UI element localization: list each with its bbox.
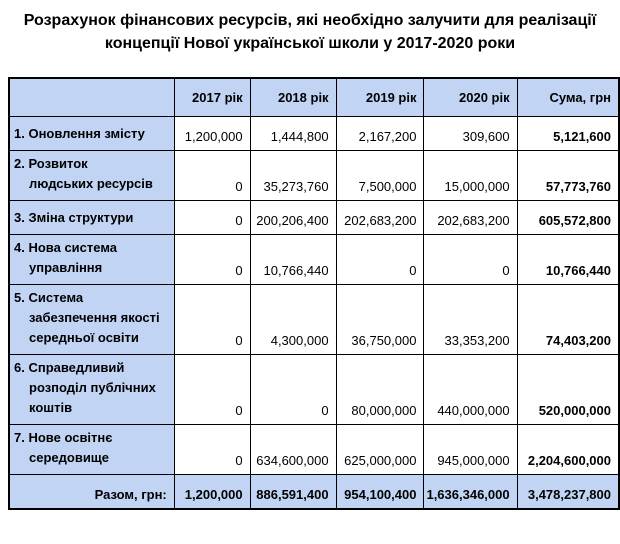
total-value-cell: 954,100,400	[335, 473, 425, 510]
sum-cell: 10,766,440	[516, 233, 620, 285]
total-value-cell: 3,478,237,800	[516, 473, 620, 510]
value-cell: 945,000,000	[423, 423, 518, 475]
value-cell: 0	[173, 149, 251, 201]
value-cell: 0	[335, 233, 425, 285]
col-header-2018: 2018 рік	[249, 77, 337, 117]
value-cell: 202,683,200	[335, 199, 425, 235]
table-row: 4. Нова система управління 0 10,766,440 …	[8, 233, 620, 285]
total-value-cell: 886,591,400	[249, 473, 337, 510]
title-line-1: Розрахунок фінансових ресурсів, які необ…	[23, 12, 597, 29]
title-line-2: концепції Нової української школи у 2017…	[104, 35, 516, 52]
col-header-2020: 2020 рік	[423, 77, 518, 117]
table-row: 5. Система забезпечення якості середньої…	[8, 283, 620, 355]
table-row: 7. Нове освітнє середовище 0 634,600,000…	[8, 423, 620, 475]
value-cell: 0	[173, 423, 251, 475]
total-label: Разом, грн:	[8, 473, 175, 510]
value-cell: 4,300,000	[249, 283, 337, 355]
value-cell: 80,000,000	[335, 353, 425, 425]
sum-cell: 605,572,800	[516, 199, 620, 235]
value-cell: 200,206,400	[249, 199, 337, 235]
col-header-2019: 2019 рік	[335, 77, 425, 117]
row-label: 5. Система забезпечення якості середньої…	[8, 283, 175, 355]
table-row: 2. Розвиток людських ресурсів 0 35,273,7…	[8, 149, 620, 201]
sum-cell: 520,000,000	[516, 353, 620, 425]
table-row: 6. Справедливий розподіл публічних кошті…	[8, 353, 620, 425]
value-cell: 0	[173, 353, 251, 425]
value-cell: 0	[173, 283, 251, 355]
col-header-sum: Сума, грн	[516, 77, 620, 117]
row-label: 1. Оновлення змісту	[8, 115, 175, 151]
finance-table: 2017 рік 2018 рік 2019 рік 2020 рік Сума…	[8, 77, 620, 510]
total-value-cell: 1,200,000	[173, 473, 251, 510]
table-header-row: 2017 рік 2018 рік 2019 рік 2020 рік Сума…	[8, 77, 620, 117]
row-label: 4. Нова система управління	[8, 233, 175, 285]
sum-cell: 2,204,600,000	[516, 423, 620, 475]
row-label: 7. Нове освітнє середовище	[8, 423, 175, 475]
value-cell: 0	[173, 233, 251, 285]
table-row: 3. Зміна структури 0 200,206,400 202,683…	[8, 199, 620, 235]
row-label: 6. Справедливий розподіл публічних кошті…	[8, 353, 175, 425]
value-cell: 33,353,200	[423, 283, 518, 355]
sum-cell: 57,773,760	[516, 149, 620, 201]
value-cell: 15,000,000	[423, 149, 518, 201]
row-label: 2. Розвиток людських ресурсів	[8, 149, 175, 201]
value-cell: 0	[249, 353, 337, 425]
value-cell: 2,167,200	[335, 115, 425, 151]
value-cell: 35,273,760	[249, 149, 337, 201]
table-row: 1. Оновлення змісту 1,200,000 1,444,800 …	[8, 115, 620, 151]
corner-cell	[8, 77, 175, 117]
value-cell: 10,766,440	[249, 233, 337, 285]
value-cell: 1,444,800	[249, 115, 337, 151]
value-cell: 0	[423, 233, 518, 285]
value-cell: 202,683,200	[423, 199, 518, 235]
row-label: 3. Зміна структури	[8, 199, 175, 235]
value-cell: 440,000,000	[423, 353, 518, 425]
value-cell: 0	[173, 199, 251, 235]
total-row: Разом, грн: 1,200,000 886,591,400 954,10…	[8, 473, 620, 510]
value-cell: 36,750,000	[335, 283, 425, 355]
value-cell: 309,600	[423, 115, 518, 151]
total-value-cell: 1,636,346,000	[423, 473, 518, 510]
page-title: Розрахунок фінансових ресурсів, які необ…	[0, 9, 620, 55]
value-cell: 1,200,000	[173, 115, 251, 151]
value-cell: 7,500,000	[335, 149, 425, 201]
sum-cell: 74,403,200	[516, 283, 620, 355]
value-cell: 625,000,000	[335, 423, 425, 475]
sum-cell: 5,121,600	[516, 115, 620, 151]
value-cell: 634,600,000	[249, 423, 337, 475]
col-header-2017: 2017 рік	[173, 77, 251, 117]
